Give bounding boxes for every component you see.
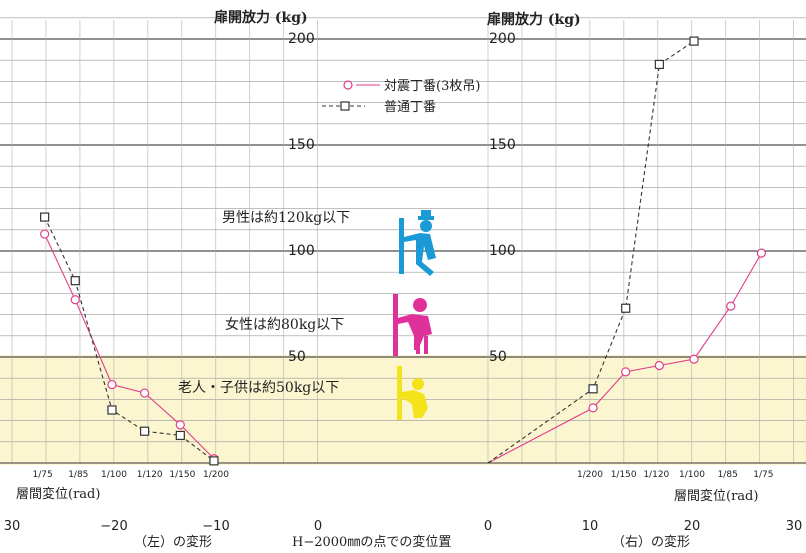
rad-tick-label: 1/100: [101, 470, 127, 480]
rad-tick-label: 1/75: [32, 470, 52, 480]
legend-label-1: 対震丁番(3枚吊): [384, 79, 480, 94]
right-x-axis-label: 層間変位(rad): [674, 488, 758, 504]
x-tick-label: 0: [484, 519, 492, 534]
rad-tick-label: 1/120: [643, 470, 669, 480]
data-point-square: [654, 59, 664, 70]
data-point-square: [209, 456, 219, 466]
x-tick-label: 20: [684, 519, 701, 534]
data-point-circle: [689, 354, 699, 364]
x-tick-label: 30: [786, 519, 803, 534]
rad-tick-label: 1/75: [753, 470, 773, 480]
man-pushing-door-icon: [399, 210, 436, 276]
left-x-axis-label: 層間変位(rad): [16, 486, 100, 502]
x-tick-label: 30: [4, 519, 21, 534]
rad-tick-label: 1/200: [203, 470, 229, 480]
chart-series-markers: [40, 36, 766, 466]
rad-tick-label: 1/150: [169, 470, 195, 480]
legend: 対震丁番(3枚吊) 普通丁番: [322, 79, 480, 115]
data-point-circle: [654, 360, 664, 371]
y-tick-label: 150: [288, 137, 315, 153]
y-tick-label: 200: [288, 31, 315, 47]
legend-square-marker: [340, 101, 350, 111]
legend-circle-marker: [343, 80, 353, 90]
rad-tick-label: 1/120: [137, 470, 163, 480]
x-tick-label: −10: [202, 519, 229, 534]
y-tick-label: 50: [288, 349, 306, 365]
data-point-circle: [107, 379, 117, 390]
data-point-square: [689, 36, 699, 46]
annotation-women: 女性は約80kg以下: [225, 316, 344, 333]
right-bottom-caption: （右）の変形: [612, 534, 690, 550]
data-point-square: [107, 405, 117, 415]
data-point-circle: [40, 229, 50, 239]
rad-tick-label: 1/150: [611, 470, 637, 480]
low-force-band: [0, 355, 806, 465]
chart-grid: [0, 17, 806, 464]
rad-tick-label: 1/100: [679, 470, 705, 480]
series-line: [487, 40, 695, 464]
data-point-square: [70, 276, 80, 286]
legend-label-2: 普通丁番: [384, 100, 436, 115]
annotation-elderly-children: 老人・子供は約50kg以下: [178, 380, 339, 396]
data-point-square: [40, 212, 50, 222]
data-point-circle: [140, 388, 150, 398]
data-point-circle: [726, 301, 736, 311]
data-point-circle: [175, 420, 185, 430]
rad-tick-label: 1/85: [718, 470, 738, 480]
right-y-axis-label: 扉開放力 (kg): [487, 11, 581, 28]
y-tick-label: 100: [489, 243, 516, 259]
rad-tick-label: 1/200: [577, 470, 603, 480]
x-tick-label: −20: [100, 519, 127, 534]
y-tick-label: 50: [489, 349, 507, 365]
x-tick-label: 0: [314, 519, 322, 534]
center-bottom-caption: H−2000㎜の点での変位置: [292, 534, 451, 550]
left-bottom-caption: （左）の変形: [134, 534, 212, 550]
data-point-square: [140, 426, 150, 436]
data-point-square: [588, 384, 598, 394]
data-point-circle: [621, 367, 631, 377]
rad-tick-label: 1/85: [68, 470, 88, 480]
data-point-square: [621, 303, 631, 313]
woman-pushing-door-icon: [393, 294, 432, 356]
y-tick-label: 150: [489, 137, 516, 153]
elderly-child-pushing-door-icon: [397, 366, 428, 420]
series-line: [44, 233, 215, 460]
data-point-circle: [588, 403, 598, 413]
annotation-men: 男性は約120kg以下: [222, 210, 350, 226]
y-tick-label: 200: [489, 31, 516, 47]
data-point-circle: [70, 295, 80, 305]
y-tick-label: 100: [288, 243, 315, 259]
x-tick-label: 10: [582, 519, 599, 534]
data-point-circle: [756, 248, 766, 258]
left-y-axis-label: 扉開放力 (kg): [214, 9, 308, 26]
series-line: [44, 216, 215, 462]
data-point-square: [175, 430, 185, 441]
